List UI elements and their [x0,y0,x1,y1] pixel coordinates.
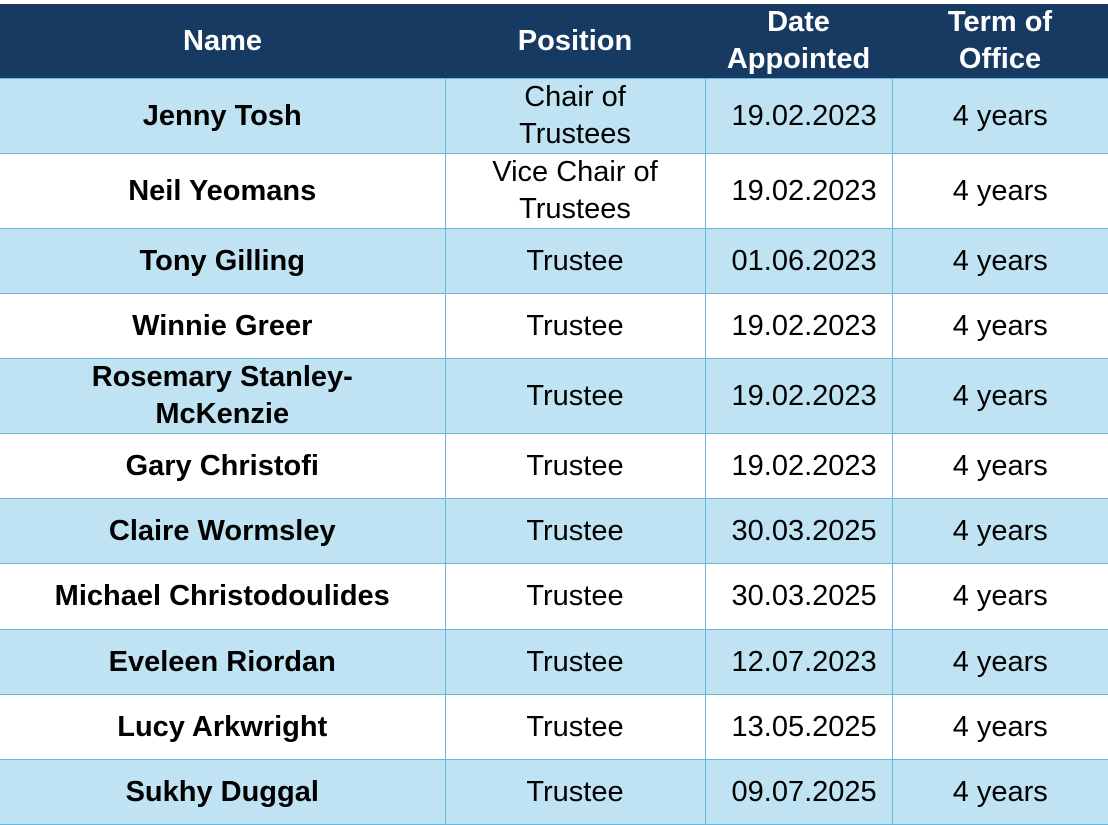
position-cell: Trustee [444,694,706,760]
table-row: Gary Christofi Trustee 19.02.2023 4 years [0,433,1108,499]
position-cell: Trustee [444,228,706,294]
term-cell: 4 years [891,293,1108,359]
position-cell: Trustee [444,433,706,499]
column-header: Date Appointed [705,4,892,79]
name-cell: Lucy Arkwright [0,694,446,760]
column-header: Name [0,4,445,79]
table-row: Jenny Tosh Chair of Trustees 19.02.2023 4 y… [0,78,1108,154]
column-header: Term of Office [892,4,1108,79]
date-cell: 30.03.2025 [704,498,893,564]
position-cell: Trustee [444,563,706,630]
table-row: Tony Gilling Trustee 01.06.2023 4 years [0,228,1108,294]
position-cell: Trustee [444,759,706,825]
table-row: Lucy Arkwright Trustee 13.05.2025 4 years [0,694,1108,760]
position-cell: Trustee [444,293,706,359]
term-cell: 4 years [891,629,1108,695]
date-cell: 12.07.2023 [704,629,893,695]
term-cell: 4 years [891,153,1108,229]
name-cell: Winnie Greer [0,293,446,359]
table-row: Eveleen Riordan Trustee 12.07.2023 4 years [0,629,1108,695]
date-cell: 13.05.2025 [704,694,893,760]
position-cell: Trustee [444,629,706,695]
term-cell: 4 years [891,433,1108,499]
table-body: Jenny Tosh Chair of Trustees 19.02.2023 4 y… [0,78,1108,825]
date-cell: 30.03.2025 [704,563,893,630]
name-cell: Jenny Tosh [0,78,446,154]
term-cell: 4 years [891,358,1108,434]
date-cell: 09.07.2025 [704,759,893,825]
table-row: Rosemary Stanley-McKenzie Trustee 19.02.20… [0,358,1108,434]
name-cell: Tony Gilling [0,228,446,294]
term-cell: 4 years [891,563,1108,630]
term-cell: 4 years [891,78,1108,154]
position-cell: Trustee [444,358,706,434]
name-cell: Gary Christofi [0,433,446,499]
table-row: Claire Wormsley Trustee 30.03.2025 4 years [0,498,1108,564]
date-cell: 19.02.2023 [704,293,893,359]
name-cell: Eveleen Riordan [0,629,446,695]
date-cell: 01.06.2023 [704,228,893,294]
term-cell: 4 years [891,498,1108,564]
header-row: Name Position Date Appointed Term of Office [0,4,1108,79]
date-cell: 19.02.2023 [704,78,893,154]
table-row: Michael Christodoulides Trustee 30.03.2025… [0,563,1108,630]
term-cell: 4 years [891,228,1108,294]
date-cell: 19.02.2023 [704,433,893,499]
name-cell: Michael Christodoulides [0,563,446,630]
trustees-table: Name Position Date Appointed Term of Office… [0,4,1108,825]
column-header: Position [445,4,705,79]
date-cell: 19.02.2023 [704,153,893,229]
table-row: Winnie Greer Trustee 19.02.2023 4 years [0,293,1108,359]
term-cell: 4 years [891,759,1108,825]
name-cell: Claire Wormsley [0,498,446,564]
position-cell: Vice Chair of Trustees [444,153,706,229]
name-cell: Neil Yeomans [0,153,446,229]
position-cell: Trustee [444,498,706,564]
table-row: Neil Yeomans Vice Chair of Trustees 19.02.… [0,153,1108,229]
date-cell: 19.02.2023 [704,358,893,434]
term-cell: 4 years [891,694,1108,760]
table-row: Sukhy Duggal Trustee 09.07.2025 4 years [0,759,1108,825]
name-cell: Rosemary Stanley-McKenzie [0,358,446,434]
position-cell: Chair of Trustees [444,78,706,154]
name-cell: Sukhy Duggal [0,759,446,825]
